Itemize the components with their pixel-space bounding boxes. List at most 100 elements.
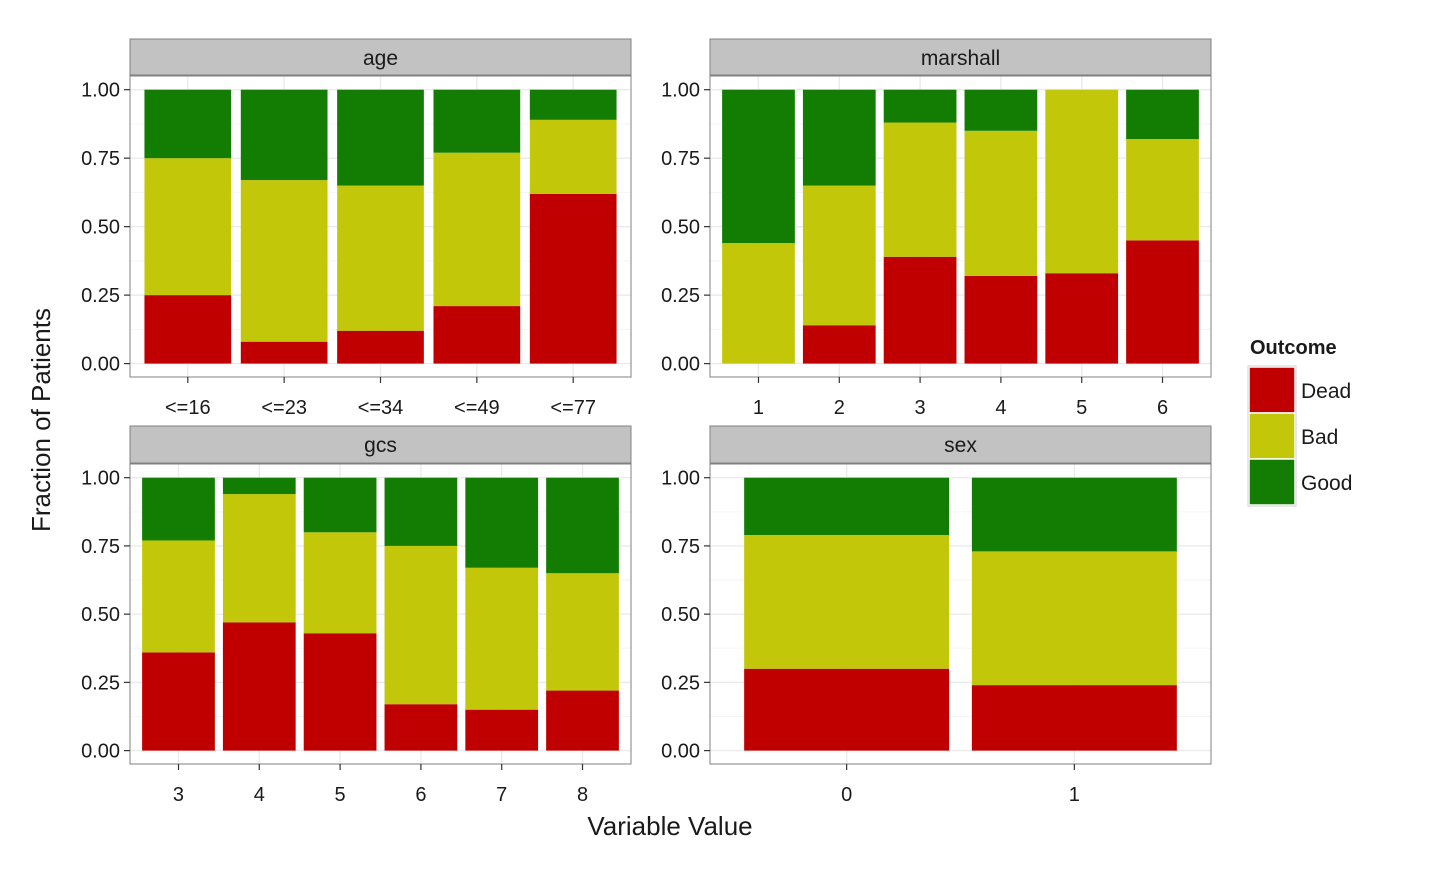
bar-segment-bad bbox=[144, 158, 232, 296]
x-tick-label: 6 bbox=[1157, 397, 1168, 419]
y-tick-label: 0.00 bbox=[661, 354, 700, 376]
bar-segment-bad bbox=[384, 545, 458, 705]
bar-segment-dead bbox=[142, 652, 215, 751]
bar-segment-good bbox=[222, 477, 296, 495]
bar-segment-bad bbox=[883, 122, 957, 257]
y-tick-label: 1.00 bbox=[81, 468, 120, 490]
facet-strip-marshall bbox=[709, 38, 1212, 76]
x-axis-title: Variable Value bbox=[587, 811, 752, 841]
x-tick-label: 2 bbox=[834, 397, 845, 419]
x-tick-label: 1 bbox=[753, 397, 764, 419]
x-tick-label: <=34 bbox=[358, 397, 404, 419]
bar-segment-dead bbox=[303, 633, 377, 751]
y-tick-label: 0.00 bbox=[661, 741, 700, 763]
bar-segment-bad bbox=[142, 540, 215, 653]
bar-segment-bad bbox=[964, 130, 1038, 276]
x-tick-label: <=49 bbox=[454, 397, 500, 419]
bar-segment-dead bbox=[744, 668, 950, 751]
bar-segment-good bbox=[971, 477, 1177, 552]
x-tick-label: <=16 bbox=[165, 397, 211, 419]
y-tick-label: 1.00 bbox=[81, 80, 120, 102]
x-tick-label: 0 bbox=[841, 784, 852, 806]
bar-segment-bad bbox=[222, 494, 296, 623]
bar-segment-dead bbox=[1126, 240, 1199, 364]
y-tick-label: 0.75 bbox=[81, 536, 120, 558]
y-tick-label: 0.25 bbox=[661, 285, 700, 307]
legend-label-bad: Bad bbox=[1301, 426, 1338, 449]
legend-key-frame bbox=[1247, 365, 1297, 507]
bar-segment-good bbox=[722, 89, 795, 244]
bar-segment-dead bbox=[529, 193, 617, 364]
facet-strip-label: sex bbox=[944, 434, 977, 457]
bar-segment-good bbox=[433, 89, 521, 153]
x-tick-label: 4 bbox=[995, 397, 1006, 419]
x-tick-label: 8 bbox=[577, 784, 588, 806]
y-tick-label: 0.25 bbox=[661, 672, 700, 694]
y-tick-label: 1.00 bbox=[661, 80, 700, 102]
facet-strip-label: gcs bbox=[364, 434, 397, 457]
facet-strip-gcs bbox=[129, 425, 632, 464]
bar-segment-bad bbox=[1045, 89, 1119, 274]
bar-segment-bad bbox=[1126, 139, 1199, 241]
bar-segment-good bbox=[546, 477, 619, 574]
bar-segment-good bbox=[144, 89, 232, 159]
bar-segment-good bbox=[964, 89, 1038, 131]
facet-strip-age bbox=[129, 38, 632, 76]
bar-segment-dead bbox=[1045, 273, 1119, 364]
bar-segment-good bbox=[1126, 89, 1199, 140]
y-tick-label: 0.75 bbox=[661, 536, 700, 558]
y-tick-label: 1.00 bbox=[661, 468, 700, 490]
x-tick-label: <=23 bbox=[261, 397, 307, 419]
bar-segment-dead bbox=[384, 704, 458, 751]
y-axis-title: Fraction of Patients bbox=[26, 308, 56, 532]
bar-segment-bad bbox=[303, 532, 377, 634]
bar-segment-bad bbox=[465, 567, 539, 710]
y-tick-label: 0.00 bbox=[81, 354, 120, 376]
bar-segment-dead bbox=[964, 275, 1038, 364]
bar-segment-bad bbox=[529, 119, 617, 194]
legend-key-dead bbox=[1248, 366, 1296, 414]
bar-segment-dead bbox=[546, 690, 619, 751]
bar-segment-good bbox=[529, 89, 617, 120]
bar-segment-dead bbox=[883, 256, 957, 364]
y-tick-label: 0.75 bbox=[661, 148, 700, 170]
x-tick-label: 5 bbox=[1076, 397, 1087, 419]
bar-segment-good bbox=[303, 477, 377, 533]
x-tick-label: 5 bbox=[335, 784, 346, 806]
bar-segment-bad bbox=[433, 152, 521, 307]
x-tick-label: 1 bbox=[1069, 784, 1080, 806]
bar-segment-dead bbox=[802, 325, 876, 364]
bar-segment-dead bbox=[337, 330, 424, 364]
facet-strip-sex bbox=[709, 425, 1212, 464]
x-tick-label: 6 bbox=[415, 784, 426, 806]
bar-segment-dead bbox=[433, 306, 521, 364]
bar-segment-bad bbox=[240, 180, 328, 342]
bar-segment-dead bbox=[144, 295, 232, 364]
bar-segment-good bbox=[465, 477, 539, 568]
bar-segment-bad bbox=[546, 573, 619, 691]
bar-segment-bad bbox=[802, 185, 876, 326]
bar-segment-bad bbox=[971, 551, 1177, 686]
x-tick-label: 7 bbox=[496, 784, 507, 806]
bar-segment-good bbox=[802, 89, 876, 186]
bar-segment-dead bbox=[971, 685, 1177, 751]
bar-segment-good bbox=[337, 89, 424, 186]
bar-segment-good bbox=[384, 477, 458, 546]
bar-segment-good bbox=[883, 89, 957, 123]
bar-segment-dead bbox=[222, 622, 296, 751]
y-tick-label: 0.50 bbox=[661, 604, 700, 626]
facet-strip-label: marshall bbox=[921, 47, 1000, 70]
y-tick-label: 0.25 bbox=[81, 672, 120, 694]
x-tick-label: 3 bbox=[915, 397, 926, 419]
bar-segment-good bbox=[142, 477, 215, 541]
bar-segment-good bbox=[240, 89, 328, 181]
x-tick-label: 3 bbox=[173, 784, 184, 806]
y-tick-label: 0.50 bbox=[81, 217, 120, 239]
legend-title: Outcome bbox=[1250, 337, 1337, 359]
bar-segment-dead bbox=[240, 341, 328, 364]
x-tick-label: <=77 bbox=[550, 397, 596, 419]
bar-segment-good bbox=[744, 477, 950, 536]
legend-label-dead: Dead bbox=[1301, 380, 1351, 403]
